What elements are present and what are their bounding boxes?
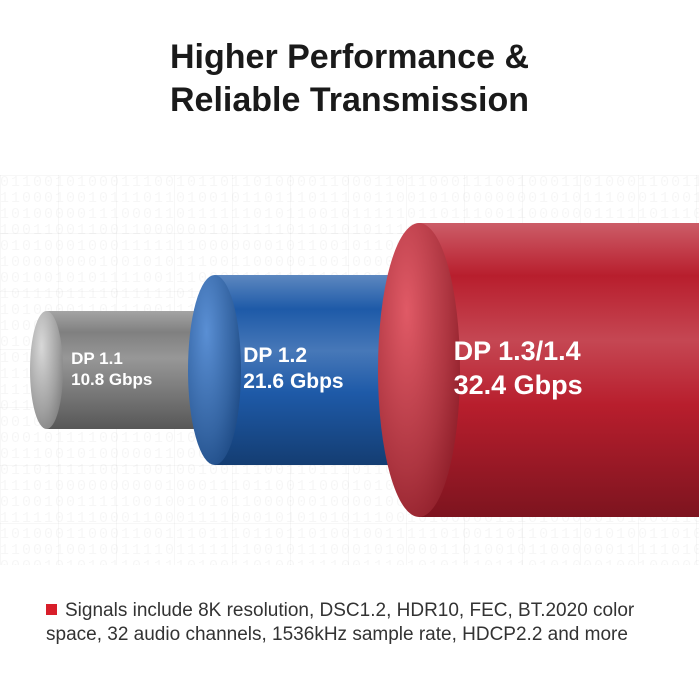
cylinder-dp1314: DP 1.3/1.432.4 Gbps	[0, 175, 699, 565]
bullet-icon	[46, 604, 57, 615]
page-title: Higher Performance & Reliable Transmissi…	[0, 0, 699, 121]
chart-area: 0110010100011100101101101000011000110110…	[0, 175, 699, 565]
footer-note: Signals include 8K resolution, DSC1.2, H…	[46, 599, 659, 648]
title-line2: Reliable Transmission	[0, 79, 699, 122]
title-line1: Higher Performance &	[0, 36, 699, 79]
footer-text: Signals include 8K resolution, DSC1.2, H…	[46, 600, 634, 646]
cylinder-label-dp1314: DP 1.3/1.432.4 Gbps	[436, 335, 699, 403]
